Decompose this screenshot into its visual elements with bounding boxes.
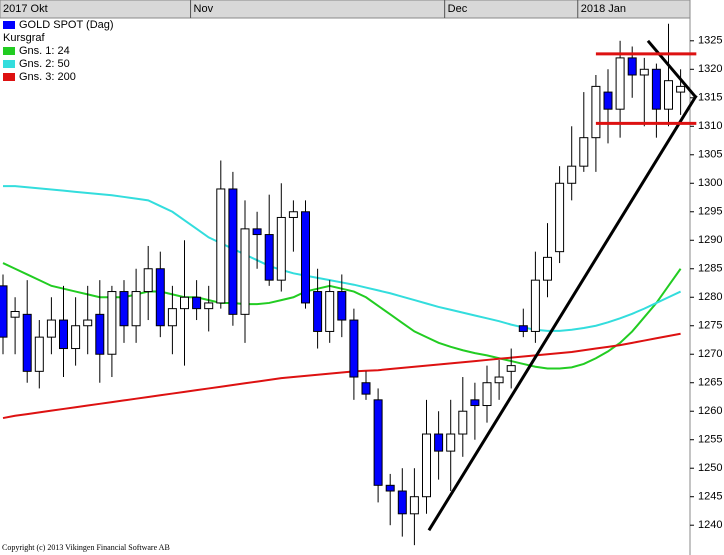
moving-average (2, 332, 681, 420)
candle-body (264, 234, 274, 281)
y-tick-label: 1270 (698, 348, 722, 360)
candle-body (603, 91, 613, 110)
trend-line (646, 39, 698, 99)
period-label: Nov (194, 3, 214, 15)
legend-label: Gns. 1: 24 (19, 45, 70, 57)
candle-body (567, 165, 577, 184)
candle-body (615, 57, 625, 110)
candle-body (458, 410, 468, 435)
candle-body (276, 216, 286, 281)
candle-body (446, 433, 456, 452)
trend-line (427, 94, 698, 532)
legend-swatch (3, 47, 15, 55)
candle-body (240, 228, 250, 315)
candle-body (10, 310, 20, 318)
candle-body (288, 211, 298, 218)
candle-body (59, 319, 68, 350)
candle-body (22, 313, 32, 372)
candle-body (470, 399, 480, 407)
candle-body (506, 365, 516, 372)
candle-body (591, 85, 601, 139)
candle-body (337, 291, 347, 321)
candle-body (543, 256, 552, 281)
candle-body (107, 291, 117, 355)
y-tick-label: 1285 (698, 263, 722, 275)
y-tick-label: 1310 (698, 120, 722, 132)
y-tick-label: 1280 (698, 291, 722, 303)
candle-body (313, 291, 323, 332)
candle-body (143, 268, 153, 293)
period-label: 2017 Okt (3, 3, 48, 15)
y-tick-label: 1265 (698, 377, 722, 389)
candle-body (325, 291, 335, 332)
candle-body (204, 302, 214, 310)
legend-label: Kursgraf (3, 32, 46, 44)
y-tick-label: 1320 (698, 63, 722, 75)
candle-body (349, 319, 359, 378)
y-tick-label: 1245 (698, 491, 722, 503)
candle-body (95, 313, 105, 355)
y-tick-label: 1315 (698, 92, 722, 104)
candle-body (46, 319, 56, 338)
legend-swatch (3, 21, 15, 29)
candle-body (361, 382, 371, 395)
candle-body (639, 68, 649, 76)
candle-body (482, 382, 492, 407)
y-tick-label: 1295 (698, 206, 722, 218)
legend-swatch (3, 73, 15, 81)
candle-body (651, 68, 661, 110)
legend-label: Gns. 2: 50 (19, 58, 70, 70)
candle-body (83, 319, 93, 327)
candle-body (664, 80, 673, 110)
candle-body (422, 433, 431, 498)
candle-body (167, 308, 177, 327)
period-label: 2018 Jan (581, 3, 626, 15)
candle-body (434, 433, 444, 452)
candle-body (192, 296, 202, 310)
candle-body (0, 285, 8, 338)
y-tick-label: 1250 (698, 462, 722, 474)
candle-body (385, 484, 395, 492)
legend-swatch (3, 60, 15, 68)
candle-body (397, 490, 407, 515)
y-tick-label: 1300 (698, 177, 722, 189)
legend-label: GOLD SPOT (Dag) (19, 19, 114, 31)
candle-body (555, 182, 565, 253)
y-tick-label: 1290 (698, 234, 722, 246)
candle-body (131, 291, 141, 327)
candle-body (518, 325, 528, 332)
candle-body (579, 137, 589, 167)
candle-body (373, 399, 383, 486)
y-tick-label: 1275 (698, 320, 722, 332)
candle-body (34, 336, 44, 372)
candle-body (530, 279, 540, 332)
period-label: Dec (448, 3, 468, 15)
candle-body (409, 496, 419, 515)
y-tick-label: 1305 (698, 149, 722, 161)
candle-body (301, 211, 310, 304)
candle-body (228, 188, 238, 315)
legend-label: Gns. 3: 200 (19, 71, 76, 83)
y-tick-label: 1260 (698, 405, 722, 417)
y-tick-label: 1255 (698, 434, 722, 446)
candle-body (119, 291, 129, 327)
candle-body (216, 188, 226, 304)
copyright: Copyright (c) 2013 Vikingen Financial So… (2, 543, 170, 552)
candle-body (180, 296, 189, 310)
candle-body (627, 57, 637, 76)
y-tick-label: 1240 (698, 519, 722, 531)
candle-body (71, 325, 81, 350)
y-tick-label: 1325 (698, 35, 722, 47)
candle-body (676, 85, 686, 93)
candle-body (155, 268, 165, 327)
candle-body (494, 376, 504, 384)
candle-body (252, 228, 262, 236)
